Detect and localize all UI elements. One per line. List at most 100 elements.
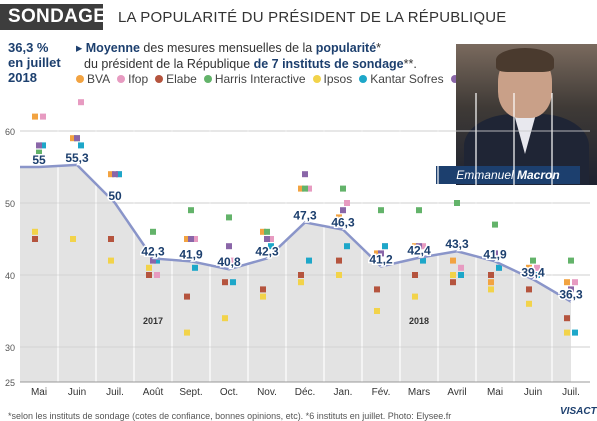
legend-label: Harris Interactive bbox=[214, 72, 306, 86]
data-point-harris-interactive bbox=[36, 149, 42, 156]
data-point-bva bbox=[374, 250, 380, 257]
data-point-odoxa bbox=[74, 135, 80, 142]
data-point-kantar-sofres bbox=[534, 272, 540, 278]
data-point-odoxa bbox=[492, 250, 498, 257]
legend-label: Ipsos bbox=[323, 72, 353, 86]
data-point-ipsos bbox=[298, 279, 304, 286]
legend-item-ifop: Ifop bbox=[117, 72, 148, 86]
legend-dot bbox=[203, 75, 212, 83]
x-tick-label: Juil. bbox=[106, 387, 124, 398]
data-point-bva bbox=[526, 264, 532, 271]
data-point-harris-interactive bbox=[112, 192, 118, 199]
data-point-elabe bbox=[184, 293, 190, 300]
average-value-label: 50 bbox=[108, 189, 122, 203]
legend-label: Elabe bbox=[166, 72, 197, 86]
average-area-start bbox=[20, 167, 39, 382]
data-point-odoxa bbox=[188, 236, 194, 242]
data-point-ifop bbox=[572, 279, 578, 286]
caption-last-name: Macron bbox=[517, 168, 560, 182]
data-point-odoxa bbox=[264, 236, 270, 242]
year-label: 2018 bbox=[409, 316, 429, 326]
data-point-elabe bbox=[298, 272, 304, 278]
average-line bbox=[38, 163, 572, 303]
data-point-odoxa bbox=[378, 250, 384, 257]
data-point-ifop bbox=[458, 264, 464, 271]
data-point-ifop bbox=[420, 243, 426, 250]
data-point-harris-interactive bbox=[150, 228, 156, 235]
data-point-harris-interactive bbox=[492, 221, 498, 228]
legend-dot bbox=[450, 75, 459, 83]
data-point-kantar-sofres bbox=[192, 264, 198, 271]
data-point-kantar-sofres bbox=[154, 257, 160, 264]
x-tick-label: Juil. bbox=[562, 387, 580, 398]
data-point-harris-interactive bbox=[568, 257, 574, 264]
legend-item-ipsos: Ipsos bbox=[312, 72, 353, 86]
x-tick-label: Jan. bbox=[334, 387, 353, 398]
photo-caption: Emmanuel Macron bbox=[436, 166, 580, 184]
data-point-ipsos bbox=[70, 236, 76, 242]
data-point-harris-interactive bbox=[340, 185, 346, 192]
headline-value-line3: 2018 bbox=[8, 70, 37, 85]
x-tick-label: Avril bbox=[447, 387, 466, 398]
subtitle-stars: **. bbox=[403, 57, 417, 71]
average-value-halo: 41,9 bbox=[483, 247, 507, 261]
data-point-bva bbox=[298, 185, 304, 192]
average-value-label: 39,4 bbox=[521, 265, 545, 279]
x-tick-label: Déc. bbox=[295, 387, 316, 398]
data-point-ifop bbox=[306, 185, 312, 192]
data-point-ipsos bbox=[564, 329, 570, 336]
data-point-elabe bbox=[336, 257, 342, 264]
y-tick-label: 25 bbox=[5, 378, 15, 388]
chart-title: LA POPULARITÉ DU PRÉSIDENT DE LA RÉPUBLI… bbox=[118, 9, 507, 26]
data-point-odoxa bbox=[340, 207, 346, 214]
y-tick-label: 40 bbox=[5, 271, 15, 281]
data-point-kantar-sofres bbox=[268, 243, 274, 250]
data-point-harris-interactive bbox=[264, 228, 270, 235]
data-point-odoxa bbox=[112, 171, 118, 178]
average-value-label: 41,9 bbox=[179, 247, 203, 261]
average-value-label: 36,3 bbox=[559, 288, 583, 302]
legend-dot bbox=[155, 75, 164, 83]
data-point-ipsos bbox=[184, 329, 190, 336]
data-point-bva bbox=[184, 236, 190, 242]
data-point-harris-interactive bbox=[302, 185, 308, 192]
data-point-odoxa bbox=[36, 142, 42, 149]
data-point-ipsos bbox=[336, 272, 342, 278]
average-value-halo: 55,3 bbox=[65, 151, 89, 165]
data-point-odoxa bbox=[454, 243, 460, 250]
data-point-ipsos bbox=[526, 300, 532, 307]
data-point-odoxa bbox=[150, 257, 156, 264]
subtitle-text-2: du président de la République bbox=[84, 57, 254, 71]
average-value-label: 43,3 bbox=[445, 237, 469, 251]
average-value-label: 40,8 bbox=[217, 255, 241, 269]
data-point-odoxa bbox=[226, 243, 232, 250]
y-tick-label: 30 bbox=[5, 343, 15, 353]
data-point-bva bbox=[450, 257, 456, 264]
data-point-bva bbox=[108, 171, 114, 178]
average-value-label: 55,3 bbox=[65, 151, 89, 165]
y-tick-label: 60 bbox=[5, 127, 15, 137]
data-point-elabe bbox=[32, 236, 38, 242]
average-value-halo: 46,3 bbox=[331, 216, 355, 230]
data-point-elabe bbox=[374, 286, 380, 293]
x-tick-label: Sept. bbox=[179, 387, 202, 398]
average-value-label: 41,2 bbox=[369, 252, 393, 266]
data-point-harris-interactive bbox=[454, 200, 460, 206]
data-point-kantar-sofres bbox=[230, 279, 236, 286]
legend-dot bbox=[359, 75, 368, 83]
caption-first-name: Emmanuel bbox=[456, 168, 514, 182]
data-point-harris-interactive bbox=[416, 207, 422, 214]
data-point-kantar-sofres bbox=[78, 142, 84, 149]
data-point-ifop bbox=[230, 257, 236, 264]
x-tick-label: Mai bbox=[487, 387, 503, 398]
legend-dot bbox=[312, 75, 321, 83]
average-value-label: 42,3 bbox=[141, 244, 165, 258]
subtitle-bullet: ▸ bbox=[76, 41, 83, 55]
average-value-label: 41,9 bbox=[483, 247, 507, 261]
average-value-halo: 43,3 bbox=[445, 237, 469, 251]
headline-value: 36,3 % en juillet 2018 bbox=[8, 40, 61, 85]
average-value-label: 42,3 bbox=[255, 244, 279, 258]
x-tick-label: Juin bbox=[524, 387, 542, 398]
x-tick-label: Août bbox=[143, 387, 164, 398]
data-point-odoxa bbox=[302, 171, 308, 178]
